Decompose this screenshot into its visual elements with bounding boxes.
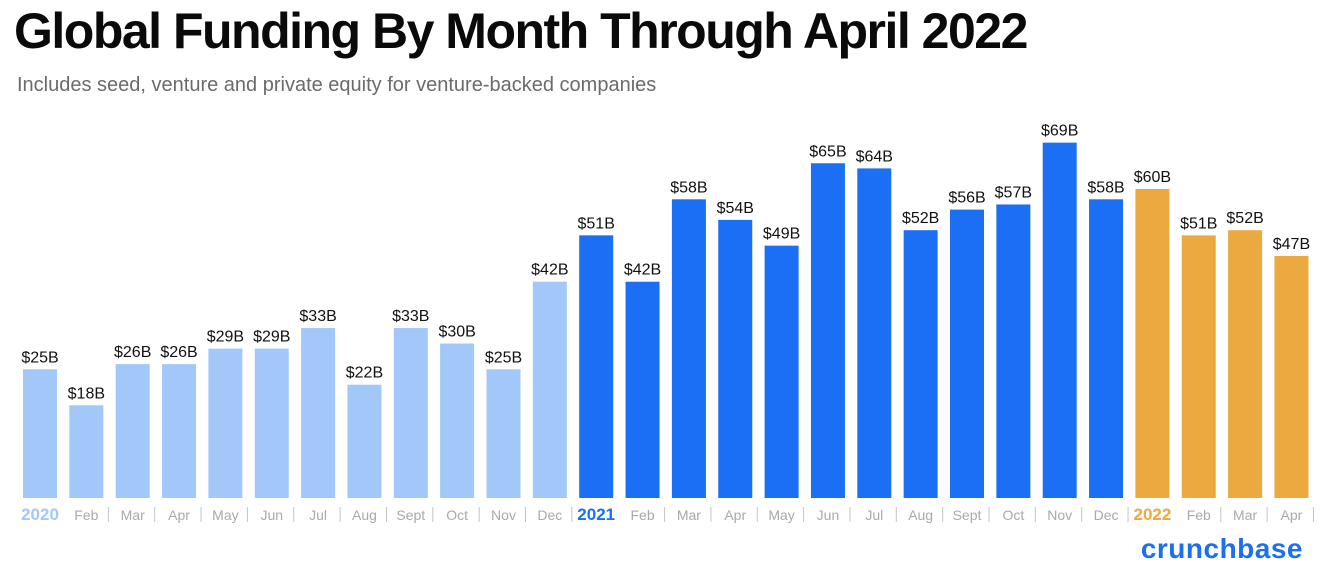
month-tick-label: Jul <box>309 507 327 523</box>
month-tick-label: Aug <box>908 507 933 523</box>
bar-value-label: $25B <box>21 349 58 366</box>
bar <box>69 405 104 498</box>
bar <box>810 163 845 498</box>
month-tick-label: Oct <box>1002 507 1024 523</box>
bar <box>996 204 1031 498</box>
bar-value-label: $52B <box>902 210 939 227</box>
bar <box>903 230 938 498</box>
bar-value-label: $33B <box>299 308 336 325</box>
month-tick-label: May <box>212 507 238 523</box>
bar-value-label: $29B <box>253 329 290 346</box>
bar <box>718 219 753 498</box>
bar-value-label: $60B <box>1134 169 1171 186</box>
bar-value-label: $22B <box>346 365 383 382</box>
bar-value-label: $52B <box>1226 210 1263 227</box>
bar-value-label: $58B <box>670 179 707 196</box>
bar <box>1228 230 1263 498</box>
chart-title: Global Funding By Month Through April 20… <box>14 3 1028 59</box>
bar <box>1089 199 1124 499</box>
bar <box>671 199 706 499</box>
bar <box>440 343 475 498</box>
bar <box>301 328 336 498</box>
bar <box>347 384 382 498</box>
month-tick-label: Jul <box>865 507 883 523</box>
month-tick-label: Apr <box>1281 507 1303 523</box>
bar-value-label: $54B <box>717 200 754 217</box>
bar-value-label: $58B <box>1087 179 1124 196</box>
bar-value-label: $25B <box>485 349 522 366</box>
bar <box>1042 142 1077 498</box>
month-tick-label: Aug <box>352 507 377 523</box>
crunchbase-logo: crunchbase <box>1140 533 1303 564</box>
bar-value-label: $29B <box>207 329 244 346</box>
bar-value-label: $64B <box>856 148 893 165</box>
bar <box>162 364 197 498</box>
bar-value-label: $65B <box>809 143 846 160</box>
bar <box>486 369 521 498</box>
bar <box>254 348 289 498</box>
bar-value-label: $49B <box>763 226 800 243</box>
bar <box>625 281 660 498</box>
bar-value-label: $42B <box>531 262 568 279</box>
month-tick-label: Dec <box>1094 507 1119 523</box>
month-tick-label: Nov <box>491 507 516 523</box>
bar-value-label: $26B <box>114 344 151 361</box>
bar-value-label: $69B <box>1041 123 1078 140</box>
bar-value-label: $42B <box>624 262 661 279</box>
month-tick-label: Feb <box>630 507 654 523</box>
month-tick-label: Feb <box>1187 507 1211 523</box>
month-tick-label: Dec <box>537 507 562 523</box>
year-tick-label: 2022 <box>1133 505 1171 524</box>
bar-value-label: $33B <box>392 308 429 325</box>
month-tick-label: Mar <box>1233 507 1257 523</box>
bar <box>532 281 567 498</box>
month-tick-label: Sept <box>953 507 982 523</box>
bar <box>1135 189 1170 498</box>
bar <box>23 369 57 498</box>
chart-subtitle: Includes seed, venture and private equit… <box>17 74 657 96</box>
month-tick-label: Oct <box>446 507 468 523</box>
bar-value-label: $56B <box>948 190 985 207</box>
month-tick-label: Jun <box>260 507 283 523</box>
bar <box>579 235 614 498</box>
month-tick-label: Mar <box>677 507 701 523</box>
bar <box>208 348 243 498</box>
bar-value-label: $57B <box>995 184 1032 201</box>
bar-value-label: $51B <box>578 215 615 232</box>
bar-value-label: $47B <box>1273 236 1310 253</box>
bar <box>1181 235 1216 498</box>
bar <box>115 364 150 498</box>
month-tick-label: Feb <box>74 507 98 523</box>
bar <box>1274 255 1309 498</box>
bar <box>950 209 984 498</box>
month-tick-label: Sept <box>396 507 425 523</box>
year-tick-label: 2021 <box>577 505 615 524</box>
month-tick-label: Mar <box>121 507 145 523</box>
month-tick-label: Jun <box>817 507 840 523</box>
bar <box>764 245 799 498</box>
bar-value-label: $51B <box>1180 215 1217 232</box>
month-tick-label: Apr <box>168 507 190 523</box>
month-tick-label: May <box>768 507 794 523</box>
month-tick-label: Apr <box>724 507 746 523</box>
month-tick-label: Nov <box>1047 507 1072 523</box>
bar <box>857 168 892 498</box>
bar-value-label: $18B <box>68 385 105 402</box>
bar-value-label: $26B <box>160 344 197 361</box>
bar-value-label: $30B <box>438 324 475 341</box>
year-tick-label: 2020 <box>21 505 59 524</box>
bar <box>393 328 428 498</box>
